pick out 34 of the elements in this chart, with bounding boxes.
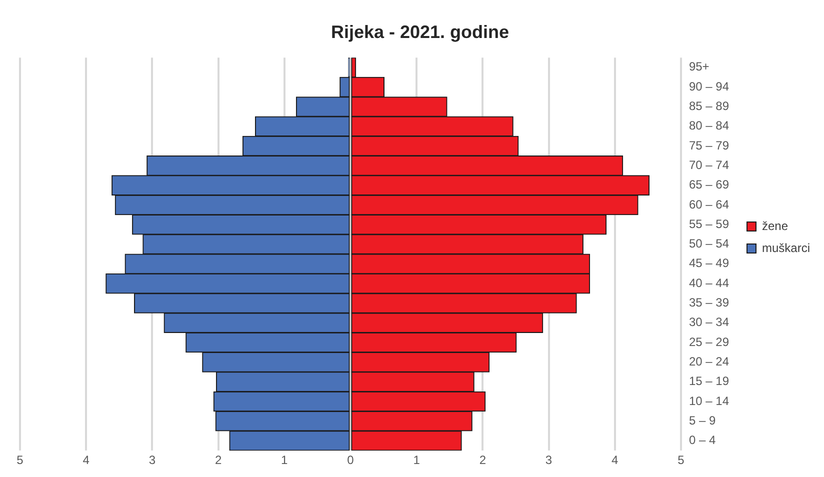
y-tick-label: 65 – 69	[688, 178, 730, 192]
x-tick-label: 2	[479, 453, 486, 468]
y-tick-label: 95+	[688, 60, 710, 74]
y-tick-label: 85 – 89	[688, 99, 730, 114]
y-tick-label: 55 – 59	[688, 216, 730, 231]
x-tick-label: 3	[148, 453, 156, 468]
y-tick-label: 35 – 39	[688, 296, 730, 310]
y-tick-label: 75 – 79	[688, 138, 730, 152]
legend-label: muškarci	[762, 240, 810, 255]
x-tick-label: 5	[678, 453, 685, 468]
y-tick-label: 80 – 84	[688, 118, 730, 133]
y-tick-label: 5 – 9	[688, 413, 716, 428]
x-tick-label: 3	[545, 453, 552, 468]
y-tick-label: 70 – 74	[688, 158, 730, 172]
legend-label: žene	[762, 218, 788, 233]
y-tick-label: 15 – 19	[688, 374, 730, 388]
x-tick-label: 1	[281, 453, 288, 468]
y-tick-label: 0 – 4	[688, 433, 716, 448]
y-tick-label: 40 – 44	[688, 276, 730, 290]
x-tick-label: 0	[347, 453, 354, 468]
y-tick-label: 10 – 14	[688, 394, 730, 408]
y-tick-label: 25 – 29	[688, 334, 730, 349]
y-tick-label: 45 – 49	[688, 256, 730, 270]
y-tick-label: 30 – 34	[688, 315, 730, 330]
x-tick-label: 2	[214, 453, 222, 468]
y-tick-label: 20 – 24	[688, 354, 730, 368]
x-tick-label: 1	[413, 453, 420, 468]
y-tick-label: 60 – 64	[688, 197, 730, 212]
x-tick-label: 4	[82, 453, 90, 468]
y-tick-label: 90 – 94	[688, 79, 730, 94]
chart-title: Rijeka - 2021. godine	[330, 22, 510, 42]
x-tick-label: 5	[16, 453, 24, 468]
x-tick-label: 4	[612, 453, 619, 468]
y-tick-label: 50 – 54	[688, 236, 730, 251]
